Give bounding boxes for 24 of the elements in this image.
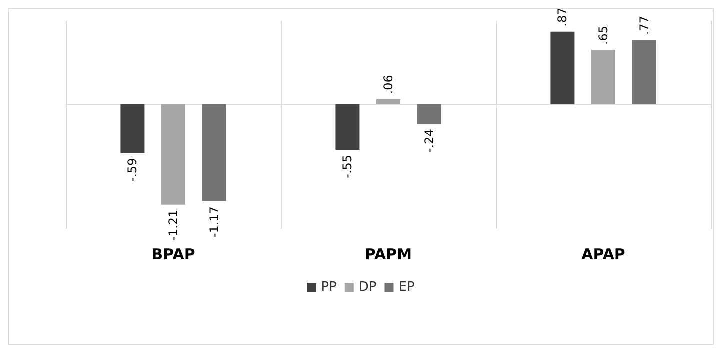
bar (417, 104, 442, 124)
x-tick-label: APAP (582, 246, 626, 264)
data-label: -1.21 (166, 210, 180, 241)
bar (632, 40, 656, 104)
bar (550, 32, 575, 104)
bar (336, 104, 360, 150)
bar (202, 104, 226, 202)
bar (592, 50, 616, 104)
bar (376, 99, 400, 104)
data-label: -.55 (340, 154, 355, 178)
legend-label: DP (358, 280, 377, 295)
data-label: -1.17 (207, 206, 222, 238)
bar (120, 104, 145, 154)
data-label: -.24 (422, 129, 436, 153)
data-label: .06 (382, 75, 396, 94)
legend-label: PP (321, 280, 338, 295)
bar (162, 104, 186, 205)
x-tick-label: PAPM (364, 246, 412, 264)
data-label: .87 (556, 8, 570, 27)
x-tick-label: BPAP (152, 246, 196, 264)
data-label: .77 (637, 16, 652, 36)
data-label: .65 (596, 26, 610, 46)
legend-label: EP (398, 280, 415, 295)
data-label: -.59 (126, 158, 140, 182)
